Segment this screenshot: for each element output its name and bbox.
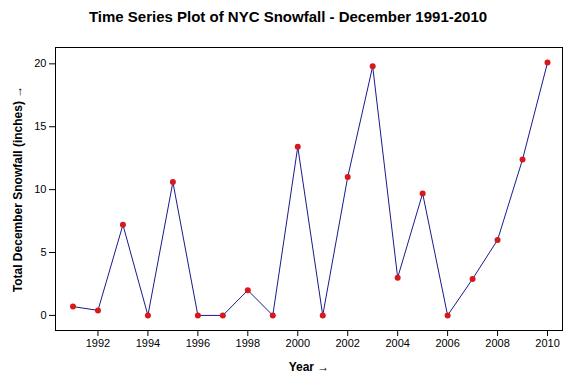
svg-text:2004: 2004: [385, 337, 409, 349]
svg-text:1996: 1996: [186, 337, 210, 349]
svg-text:2006: 2006: [435, 337, 459, 349]
svg-text:5: 5: [40, 246, 46, 258]
svg-text:2002: 2002: [335, 337, 359, 349]
svg-text:2010: 2010: [535, 337, 559, 349]
svg-text:Total December Snowfall (inche: Total December Snowfall (inches) →: [11, 86, 25, 292]
html-text:Time Series Plot of NYC Snowfa: Time Series Plot of NYC Snowfall - Decem…: [88, 8, 488, 25]
svg-text:1994: 1994: [136, 337, 160, 349]
svg-text:0: 0: [40, 309, 46, 321]
svg-text:20: 20: [34, 57, 46, 69]
svg-text:1992: 1992: [86, 337, 110, 349]
svg-text:Year →: Year →: [289, 360, 330, 374]
svg-text:15: 15: [34, 120, 46, 132]
svg-text:2000: 2000: [286, 337, 310, 349]
svg-text:2008: 2008: [485, 337, 509, 349]
svg-text:10: 10: [34, 183, 46, 195]
svg-text:1998: 1998: [236, 337, 260, 349]
